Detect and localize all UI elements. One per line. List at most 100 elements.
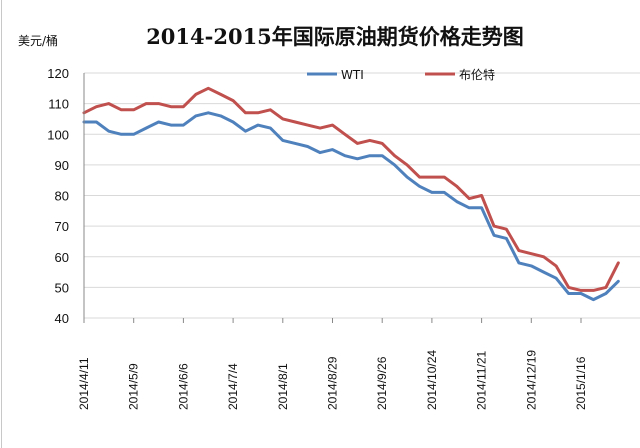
data-point (505, 237, 508, 240)
y-tick-label: 120 (47, 66, 69, 81)
data-point (430, 191, 434, 194)
x-tick-label: 2014/11/21 (475, 351, 489, 410)
data-point (306, 123, 309, 127)
data-point (219, 93, 222, 96)
data-point (492, 234, 496, 237)
data-point (281, 139, 284, 142)
data-point (256, 111, 260, 115)
data-point (231, 120, 235, 124)
data-point (207, 111, 210, 115)
data-point (381, 142, 384, 145)
data-point (381, 154, 384, 157)
y-tick-label: 40 (55, 311, 69, 326)
x-tick-label: 2014/6/6 (176, 363, 190, 410)
data-point (517, 261, 521, 265)
data-point (368, 154, 371, 157)
data-point (567, 292, 570, 295)
data-point (318, 126, 322, 130)
data-point (567, 286, 570, 289)
x-tick-label: 2014/8/1 (276, 363, 290, 410)
series-1 (82, 86, 620, 292)
data-point (157, 120, 160, 124)
data-point (356, 142, 359, 145)
data-point (219, 114, 222, 118)
y-tick-label: 100 (47, 127, 69, 142)
x-tick-label: 2014/4/11 (77, 357, 91, 410)
data-point (281, 117, 284, 121)
legend-label: WTI (341, 68, 364, 82)
data-point (157, 102, 160, 105)
x-tick-label: 2014/9/26 (375, 356, 389, 410)
data-point (343, 154, 347, 157)
data-point (144, 102, 148, 105)
data-point (443, 191, 446, 194)
series-line (82, 86, 620, 292)
data-point (418, 185, 421, 188)
data-point (592, 298, 595, 301)
series-line (82, 111, 620, 302)
data-point (368, 139, 371, 142)
data-point (256, 123, 260, 127)
data-point (182, 123, 185, 127)
chart-title: 2014-2015年国际原油期货价格走势图 (146, 24, 524, 49)
legend-label: 布伦特 (459, 67, 495, 82)
data-point (306, 145, 309, 148)
data-point (418, 175, 421, 179)
y-tick-label: 60 (55, 250, 69, 265)
y-tick-label: 70 (55, 219, 69, 234)
data-point (120, 133, 123, 136)
data-point (194, 114, 197, 118)
data-point (132, 133, 135, 136)
data-point (294, 120, 297, 124)
data-point (468, 206, 471, 209)
data-point (182, 105, 185, 108)
data-point (207, 87, 210, 90)
data-point (231, 99, 235, 102)
data-point (579, 292, 583, 295)
legend: WTI 布伦特 (307, 67, 495, 82)
data-point (604, 292, 608, 295)
data-point (468, 197, 471, 200)
y-tick-label: 50 (55, 280, 69, 295)
data-point (443, 175, 446, 179)
data-point (530, 252, 533, 255)
data-point (505, 228, 508, 231)
data-point (244, 130, 247, 133)
data-point (554, 277, 558, 280)
data-point (331, 123, 334, 127)
data-point (405, 175, 409, 179)
data-point (579, 289, 583, 292)
data-point (269, 108, 272, 112)
x-tick-label: 2014/8/29 (326, 356, 340, 410)
x-tick-label: 2014/12/19 (524, 350, 538, 410)
data-point (194, 93, 197, 96)
x-tick-label: 2014/10/24 (425, 350, 439, 410)
y-tick-label: 90 (55, 158, 69, 173)
data-point (617, 261, 620, 265)
data-point (592, 289, 595, 292)
data-point (120, 108, 123, 112)
y-tick-labels: 40 50 60 70 80 90 100 110 120 (47, 66, 69, 326)
data-point (95, 105, 98, 108)
data-point (455, 200, 458, 203)
data-point (480, 206, 483, 209)
y-tick-label: 80 (55, 189, 69, 204)
data-point (331, 148, 334, 151)
x-tick-labels: 2014/4/11 2014/5/9 2014/6/6 2014/7/4 2014/8/… (77, 318, 588, 410)
data-point (492, 224, 496, 228)
data-point (617, 280, 620, 283)
data-point (356, 157, 359, 160)
data-point (269, 126, 272, 130)
data-point (169, 123, 173, 127)
data-point (517, 249, 521, 252)
data-point (455, 185, 458, 188)
data-point (318, 151, 322, 154)
x-tick-label: 2014/5/9 (127, 363, 141, 410)
data-point (542, 270, 545, 274)
data-point (393, 154, 396, 157)
data-point (604, 286, 608, 289)
data-point (169, 105, 173, 108)
series-lines (82, 86, 620, 302)
series-0 (82, 111, 620, 302)
data-point (393, 163, 396, 167)
